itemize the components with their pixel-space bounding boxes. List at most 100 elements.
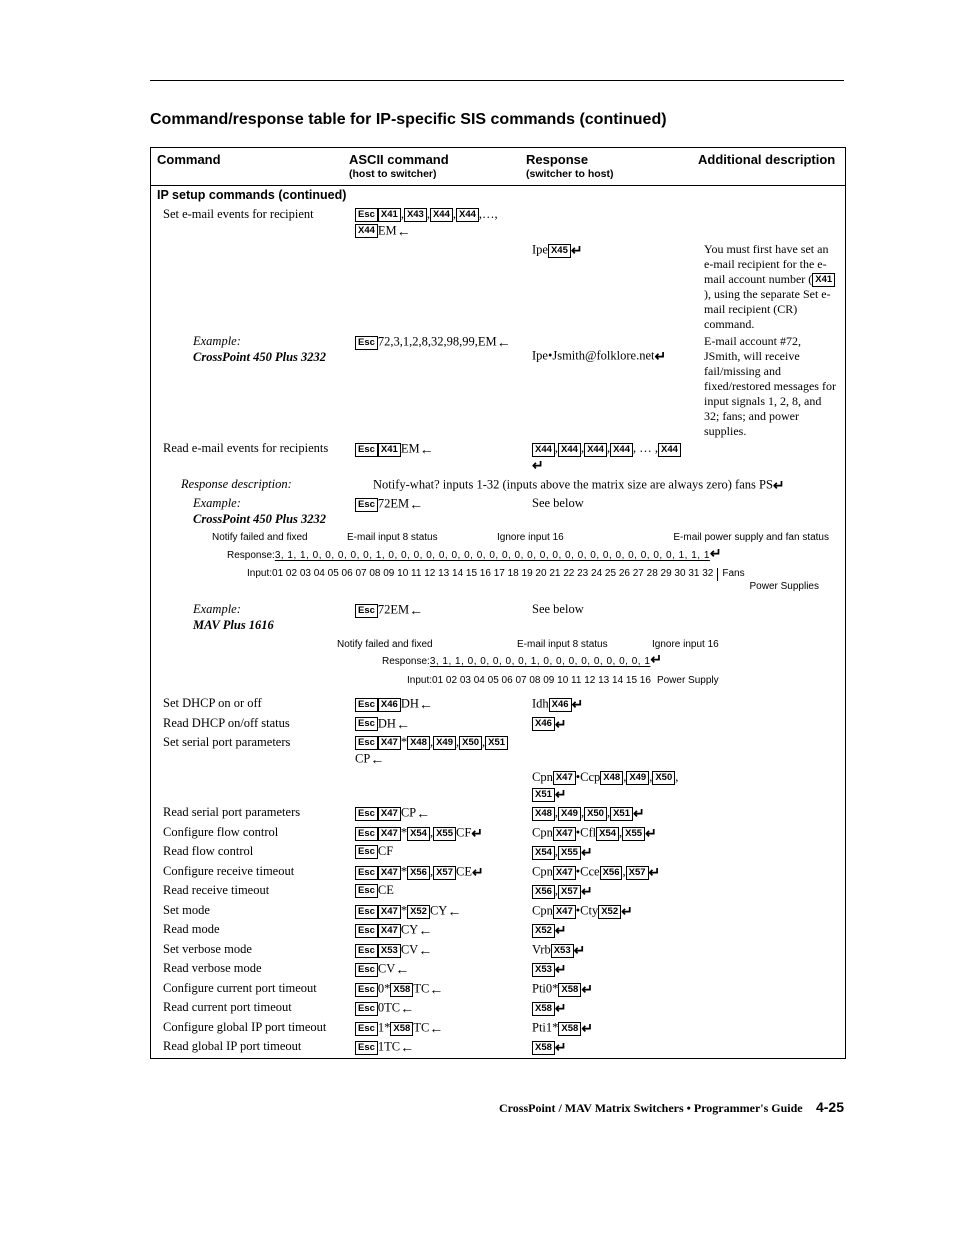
esc-key: Esc — [355, 983, 378, 997]
desc-cell — [698, 902, 845, 904]
diagram-resp-values: 3, 1, 1, 0, 0, 0, 0, 0, 1, 0, 0, 0, 0, 0… — [275, 550, 710, 563]
left-arrow-icon: ← — [409, 496, 423, 512]
cmd-label: Configure current port timeout — [151, 980, 349, 998]
ascii-cell: EscX46DH← — [349, 695, 526, 715]
desc-cell — [698, 921, 845, 923]
cmd-label: Read DHCP on/off status — [151, 715, 349, 733]
x-code: X57 — [558, 885, 581, 899]
diagram-inputs-prefix: Input: — [247, 568, 272, 581]
cmd-label: Set serial port parameters — [151, 734, 349, 752]
ascii-cell: EscX53CV← — [349, 941, 526, 961]
table-row: Configure receive timeoutEscX47*X56,X57C… — [151, 863, 845, 883]
esc-key: Esc — [355, 884, 378, 898]
x-code: X47 — [378, 905, 401, 919]
diagram-label: E-mail power supply and fan status — [637, 532, 839, 545]
return-icon: ↵ — [633, 805, 645, 821]
return-icon: ↵ — [555, 1000, 567, 1016]
footer-text: CrossPoint / MAV Matrix Switchers • Prog… — [499, 1101, 803, 1115]
x-code: X56 — [407, 866, 430, 880]
page-footer: CrossPoint / MAV Matrix Switchers • Prog… — [150, 1099, 844, 1116]
x-code: X44 — [558, 443, 581, 457]
diagram-block: Notify failed and fixed E-mail input 8 s… — [151, 528, 845, 601]
esc-key: Esc — [355, 924, 378, 938]
ascii-cell: EscDH← — [349, 715, 526, 735]
esc-key: Esc — [355, 845, 378, 859]
return-icon: ↵ — [555, 922, 567, 938]
table-row: Read current port timeoutEsc0TC←X58↵ — [151, 999, 845, 1019]
table-header: Command ASCII command (host to switcher)… — [151, 148, 845, 186]
resp-cell: X58↵ — [526, 1038, 698, 1058]
table-row: Read receive timeoutEscCEX56,X57↵ — [151, 882, 845, 902]
left-arrow-icon: ← — [429, 1020, 443, 1036]
return-icon: ↵ — [654, 348, 666, 364]
x-code: X58 — [558, 1022, 581, 1036]
x-code: X55 — [433, 827, 456, 841]
diagram-label: Notify failed and fixed — [212, 532, 347, 545]
resp-cell: CpnX47•CflX54,X55↵ — [526, 824, 698, 844]
ascii-cell: Esc1TC← — [349, 1038, 526, 1058]
table-row: IpeX45↵ You must first have set an e-mai… — [151, 241, 845, 333]
x-code: X47 — [378, 736, 401, 750]
diagram-label: E-mail input 8 status — [517, 639, 652, 652]
ascii-cell: Esc72EM← — [349, 601, 526, 621]
left-arrow-icon: ← — [418, 942, 432, 958]
cmd-label: Set e-mail events for recipient — [151, 206, 349, 224]
return-icon: ↵ — [645, 825, 657, 841]
x-code: X54 — [532, 846, 555, 860]
x-code: X53 — [532, 963, 555, 977]
x-code: X58 — [558, 983, 581, 997]
desc-text: You must first have set an e-mail recipi… — [704, 242, 828, 286]
x-code: X41 — [378, 443, 401, 457]
left-arrow-icon: ← — [420, 441, 434, 457]
x-code: X58 — [532, 1041, 555, 1055]
esc-key: Esc — [355, 1022, 378, 1036]
x-code: X47 — [553, 866, 576, 880]
ascii-text: 72 — [378, 497, 391, 511]
resp-cell: CpnX47•CcpX48,X49,X50,X51↵ — [526, 769, 698, 804]
table-row: CpnX47•CcpX48,X49,X50,X51↵ — [151, 769, 845, 804]
th-command: Command — [157, 152, 337, 168]
table-row: Set DHCP on or offEscX46DH←IdhX46↵ — [151, 695, 845, 715]
diagram-inputs-values: 01 02 03 04 05 06 07 08 09 10 11 12 13 1… — [272, 568, 713, 581]
x-code: X47 — [378, 827, 401, 841]
left-arrow-icon: ← — [429, 981, 443, 997]
x-code: X45 — [548, 244, 571, 258]
resp-cell: X44,X44,X44,X44, … ,X44↵ — [526, 440, 698, 475]
resp-cell: IpeX45↵ — [526, 241, 698, 261]
x-code: X54 — [407, 827, 430, 841]
ascii-cell: EscCE — [349, 882, 526, 900]
x-code: X57 — [626, 866, 649, 880]
return-icon: ↵ — [649, 864, 661, 880]
desc-cell — [698, 695, 845, 697]
table-subheading: IP setup commands (continued) — [151, 186, 845, 206]
left-arrow-icon: ← — [447, 903, 461, 919]
desc-cell — [698, 999, 845, 1001]
esc-key: Esc — [355, 443, 378, 457]
return-icon: ↵ — [773, 477, 785, 493]
resp-cell: X52↵ — [526, 921, 698, 941]
left-arrow-icon: ← — [409, 602, 423, 618]
x-code: X49 — [626, 771, 649, 785]
esc-key: Esc — [355, 807, 378, 821]
esc-key: Esc — [355, 698, 378, 712]
table-row: Set modeEscX47*X52CY←CpnX47•CtyX52↵ — [151, 902, 845, 922]
th-ascii-sub: (host to switcher) — [349, 168, 514, 181]
table-row: Set serial port parametersEscX47*X48,X49… — [151, 734, 845, 769]
resp-cell — [526, 206, 698, 208]
x-code: X47 — [553, 827, 576, 841]
x-code: X50 — [652, 771, 675, 785]
table-row: Read e-mail events for recipients EscX41… — [151, 440, 845, 475]
example-label: Example: — [163, 496, 343, 512]
example-label: Example: — [163, 602, 343, 618]
return-icon: ↵ — [471, 825, 483, 841]
desc-cell — [698, 824, 845, 826]
cmd-label: Read serial port parameters — [151, 804, 349, 822]
th-response-sub: (switcher to host) — [526, 168, 686, 181]
example-name: MAV Plus 1616 — [163, 618, 343, 634]
esc-key: Esc — [355, 1041, 378, 1055]
ascii-cell: EscX47*X56,X57CE↵ — [349, 863, 526, 883]
page: Command/response table for IP-specific S… — [0, 0, 954, 1176]
return-icon: ↵ — [472, 864, 484, 880]
left-arrow-icon: ← — [400, 1039, 414, 1055]
esc-key: Esc — [355, 1002, 378, 1016]
